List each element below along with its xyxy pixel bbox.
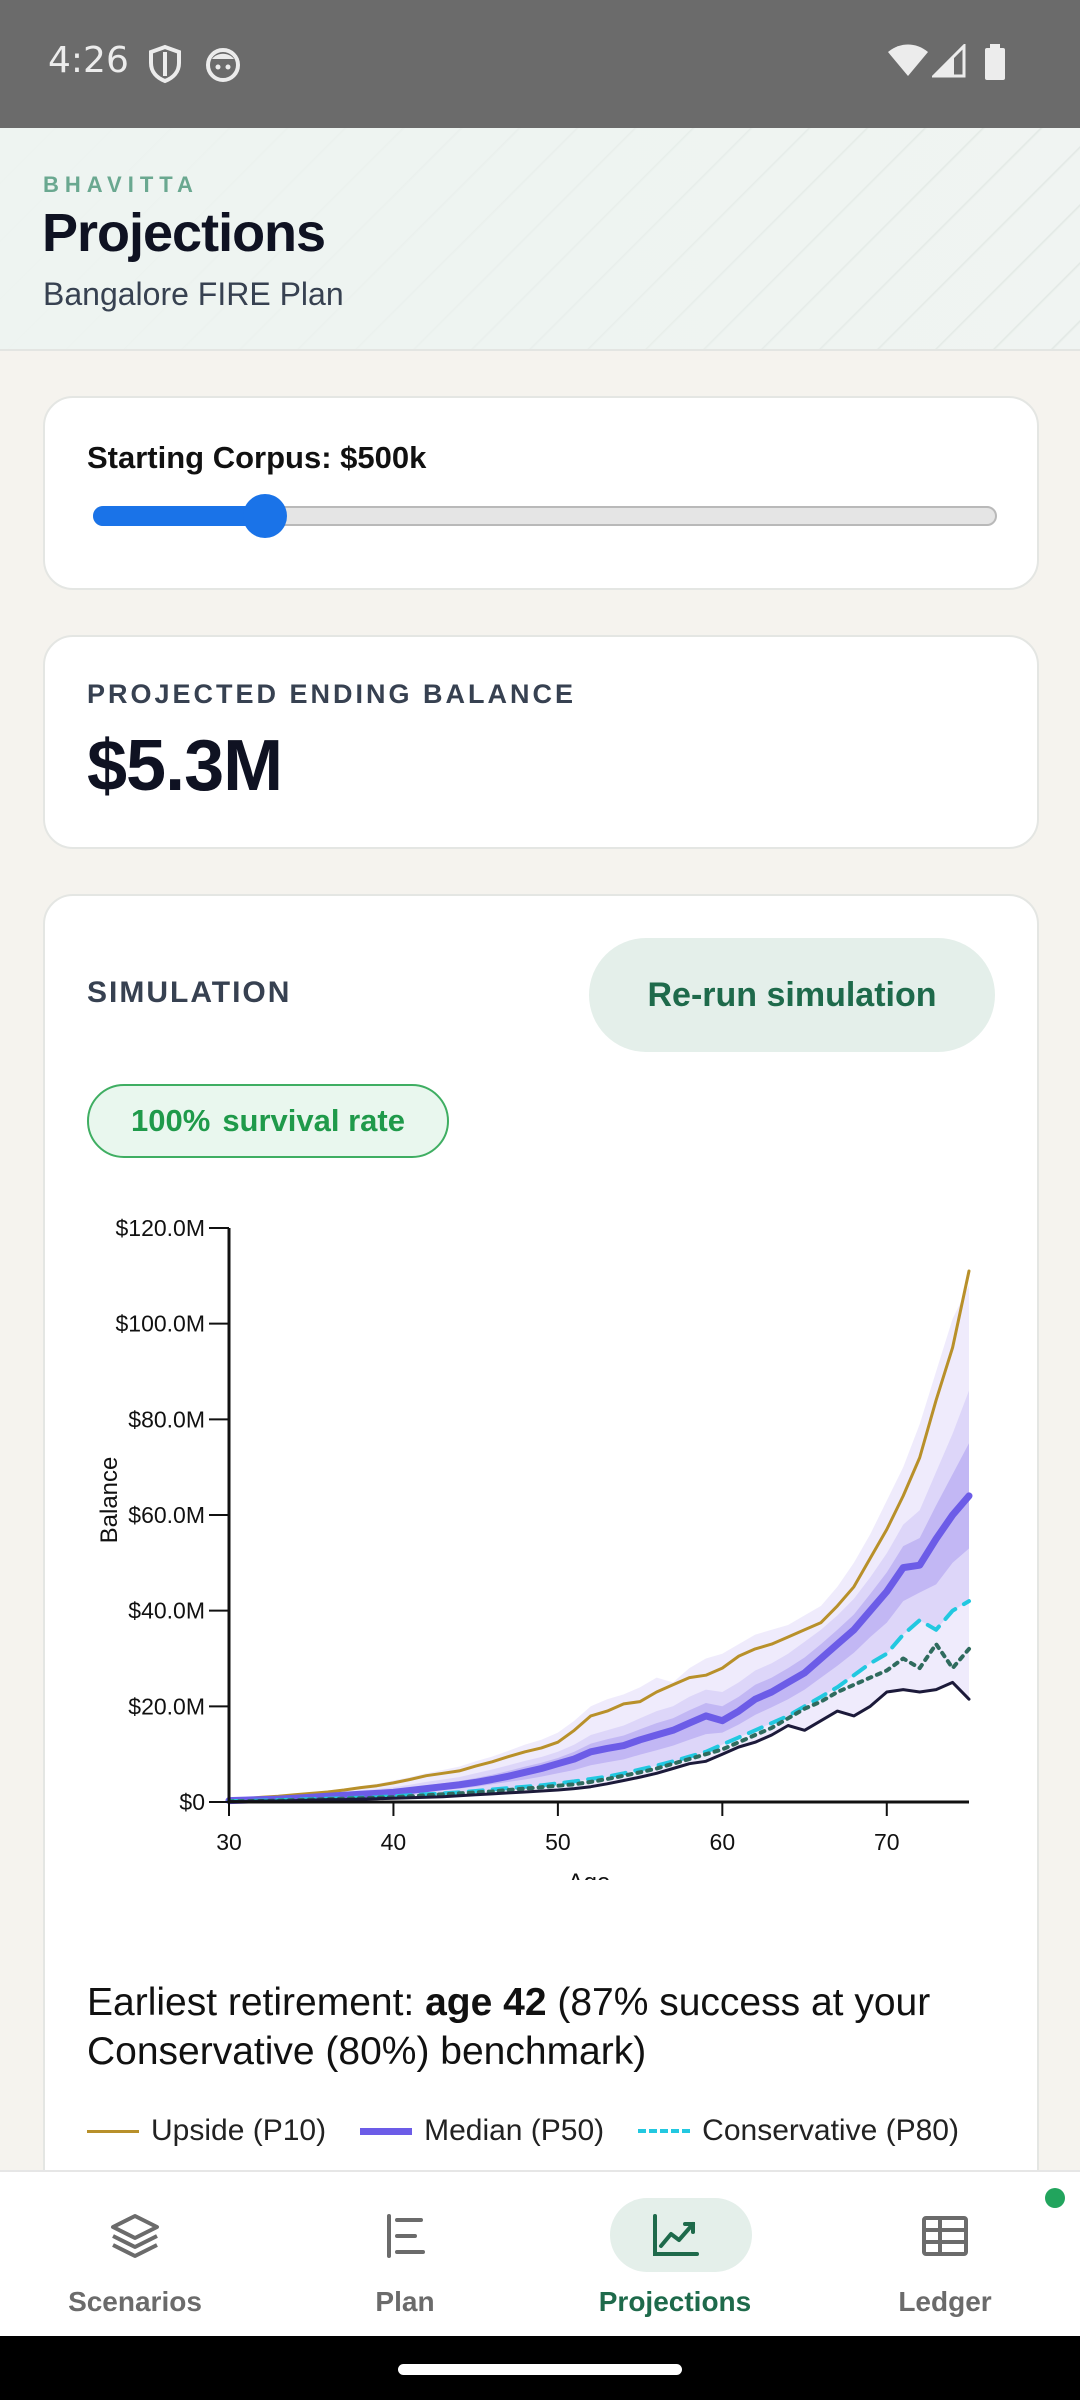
ending-balance-value: $5.3M	[87, 726, 283, 806]
status-time: 4:26	[48, 40, 129, 81]
legend-item-conservative: Conservative (P80)	[638, 2114, 959, 2148]
nav-label-ledger: Ledger	[898, 2286, 992, 2317]
percentile-band-1	[229, 1390, 969, 1801]
nav-label-plan: Plan	[375, 2286, 435, 2317]
corpus-card: Starting Corpus: $500k	[43, 396, 1039, 590]
retirement-age: age 42	[425, 1981, 547, 2024]
retirement-prefix: Earliest retirement:	[87, 1981, 426, 2024]
shield-icon	[149, 44, 181, 84]
y-tick-label: $120.0M	[115, 1215, 205, 1241]
y-tick-label: $80.0M	[128, 1406, 205, 1432]
simulation-label: SIMULATION	[87, 976, 292, 1009]
layers-icon	[111, 2214, 159, 2258]
x-tick-label: 60	[710, 1829, 736, 1855]
trend-chart-icon	[653, 2214, 699, 2256]
chart-legend: Upside (P10) Median (P50) Conservative (…	[87, 2114, 993, 2148]
home-gesture-handle[interactable]	[398, 2364, 682, 2375]
legend-item-upside: Upside (P10)	[87, 2114, 326, 2148]
legend-label: Conservative (P80)	[702, 2114, 959, 2147]
page-title: Projections	[42, 203, 326, 263]
percentile-band-0	[229, 1285, 969, 1802]
series-line-1	[225, 1492, 973, 1805]
list-icon	[387, 2214, 425, 2258]
x-tick-label: 70	[874, 1829, 900, 1855]
brand-label: BHAVITTA	[43, 172, 199, 197]
battery-icon	[985, 44, 1005, 80]
nav-item-ledger[interactable]: Ledger	[810, 2172, 1080, 2338]
survival-rate-value: 100%	[131, 1103, 211, 1138]
y-tick-label: $100.0M	[115, 1311, 205, 1337]
nav-label-projections: Projections	[598, 2286, 752, 2317]
ending-balance-label: PROJECTED ENDING BALANCE	[87, 679, 577, 709]
wifi-icon	[888, 44, 928, 76]
page-header: BHAVITTA Projections Bangalore FIRE Plan	[0, 128, 1080, 351]
nav-item-scenarios[interactable]: Scenarios	[0, 2172, 270, 2338]
nav-item-plan[interactable]: Plan	[270, 2172, 540, 2338]
signal-icon	[932, 44, 966, 78]
corpus-label: Starting Corpus: $500k	[87, 440, 427, 475]
status-bar: 4:26	[0, 0, 1080, 128]
page-subtitle: Bangalore FIRE Plan	[43, 276, 344, 312]
survival-rate-badge: 100% survival rate	[87, 1084, 449, 1158]
bottom-nav: Scenarios Plan Projections Ledger	[0, 2170, 1080, 2336]
nav-item-projections[interactable]: Projections	[540, 2172, 810, 2338]
simulation-card: SIMULATION Re-run simulation 100% surviv…	[43, 894, 1039, 2224]
x-tick-label: 50	[545, 1829, 571, 1855]
survival-rate-label: survival rate	[222, 1103, 405, 1138]
legend-label: Upside (P10)	[151, 2114, 327, 2147]
corpus-slider-fill	[93, 506, 265, 526]
y-tick-label: $40.0M	[128, 1598, 205, 1624]
earliest-retirement-text: Earliest retirement: age 42 (87% success…	[87, 1978, 1017, 2076]
rerun-simulation-button[interactable]: Re-run simulation	[589, 938, 995, 1052]
face-icon	[206, 48, 240, 82]
y-tick-label: $60.0M	[128, 1502, 205, 1528]
projection-chart: $0 $20.0M $40.0M $60.0M $80.0M $100.0M $120.0M…	[96, 1215, 973, 1880]
corpus-slider-thumb[interactable]	[242, 494, 287, 538]
y-axis-label: Balance	[96, 1457, 123, 1544]
table-icon	[922, 2216, 968, 2256]
series-line-4	[227, 1680, 971, 1803]
x-axis-label: Age	[568, 1869, 611, 1880]
x-tick-label: 30	[216, 1829, 242, 1855]
series-line-0	[227, 1269, 971, 1802]
legend-label: Median (P50)	[424, 2114, 605, 2147]
retirement-suffix: (87% success at your Conservative (80%) …	[87, 1981, 931, 2073]
y-tick-label: $20.0M	[128, 1693, 205, 1719]
nav-label-scenarios: Scenarios	[68, 2286, 202, 2317]
legend-item-median: Median (P50)	[360, 2114, 604, 2148]
x-tick-label: 40	[381, 1829, 407, 1855]
ending-balance-card: PROJECTED ENDING BALANCE $5.3M	[43, 635, 1039, 849]
gesture-nav-bar	[0, 2336, 1080, 2400]
y-tick-label: $0	[179, 1789, 205, 1815]
notification-dot	[1045, 2188, 1065, 2208]
